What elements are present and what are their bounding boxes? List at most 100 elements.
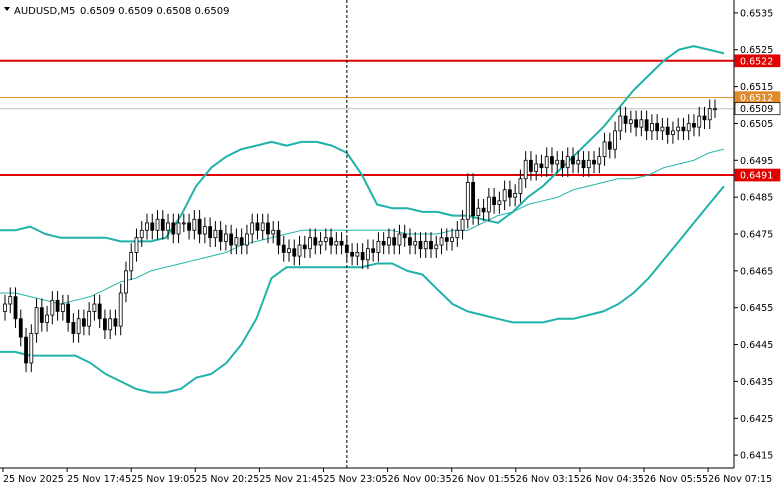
- candle-body-50: [266, 222, 270, 235]
- candle-body-118: [623, 115, 628, 124]
- candle-body-129: [681, 126, 686, 132]
- y-tick-label-8: 0.6455: [740, 303, 773, 314]
- candle-body-59: [313, 237, 318, 246]
- bollinger-upper-line: [0, 45, 725, 243]
- candle-body-134: [707, 108, 712, 121]
- candle-body-116: [613, 130, 617, 150]
- candle-body-96: [507, 189, 512, 198]
- candle-body-102: [539, 163, 544, 169]
- candle-body-90: [476, 207, 481, 216]
- y-tick-label-5: 0.6485: [740, 193, 773, 204]
- candle-body-117: [618, 115, 623, 132]
- candle-body-19: [103, 318, 107, 331]
- candle-body-77: [408, 237, 412, 246]
- candles: [3, 99, 717, 373]
- candle-body-114: [602, 141, 607, 158]
- candle-body-47: [250, 222, 255, 235]
- candle-body-78: [413, 240, 418, 246]
- candle-body-97: [513, 193, 518, 198]
- price-axis: 0.6535 0.6525 0.6515 0.6505 0.6495 0.6485 0.64…: [734, 8, 773, 462]
- chart-header: AUDUSD,M5 0.6509 0.6509 0.6508 0.6509: [4, 6, 230, 17]
- candle-body-128: [676, 126, 681, 132]
- candle-body-127: [671, 130, 675, 135]
- time-axis: 25 Nov 2025 25 Nov 17:45 25 Nov 19:05 25 No…: [2, 468, 772, 485]
- candle-body-60: [318, 240, 323, 246]
- candle-body-29: [155, 218, 160, 231]
- candle-body-44: [234, 237, 239, 246]
- candle-body-83: [439, 237, 444, 246]
- symbol-label: AUDUSD,M5: [14, 6, 75, 17]
- candle-body-85: [450, 237, 454, 242]
- x-tick-label-11: 26 Nov 07:15: [708, 474, 772, 485]
- price-tag-label-1: 0.6512: [740, 93, 773, 104]
- y-tick-label-9: 0.6445: [740, 340, 773, 351]
- candle-body-3: [18, 318, 23, 338]
- candle-body-5: [29, 333, 34, 364]
- candle-body-9: [50, 299, 55, 316]
- x-tick-label-10: 26 Nov 05:55: [644, 474, 708, 485]
- candle-body-54: [287, 248, 291, 253]
- candle-body-130: [686, 123, 691, 132]
- y-tick-label-0: 0.6535: [740, 8, 773, 19]
- candle-body-124: [655, 123, 660, 132]
- candle-body-16: [87, 310, 92, 327]
- candle-body-15: [81, 318, 86, 327]
- candle-body-84: [444, 237, 449, 242]
- price-tag-label-2: 0.6509: [740, 104, 773, 115]
- candle-body-86: [455, 229, 460, 239]
- candle-body-93: [492, 196, 497, 205]
- price-tag-bg-0: [734, 54, 781, 68]
- candle-body-46: [245, 233, 249, 246]
- candle-body-72: [381, 240, 386, 246]
- candle-body-27: [145, 222, 149, 231]
- candle-body-0: [3, 303, 7, 312]
- chevron-down-icon[interactable]: [4, 7, 10, 11]
- candle-body-101: [534, 163, 539, 172]
- x-tick-label-8: 26 Nov 03:15: [516, 474, 580, 485]
- candle-body-89: [471, 182, 475, 216]
- candle-body-2: [13, 296, 18, 320]
- candle-body-10: [55, 299, 60, 312]
- price-tag-bg-2: [734, 102, 781, 116]
- candle-body-48: [255, 222, 260, 231]
- candle-body-30: [160, 218, 165, 231]
- moving-average-line: [0, 148, 725, 305]
- candle-body-94: [497, 200, 502, 205]
- candle-body-81: [429, 240, 433, 250]
- candle-body-8: [45, 314, 49, 323]
- candle-body-125: [660, 126, 665, 132]
- bollinger-bands: [0, 45, 725, 394]
- candle-body-69: [365, 248, 370, 261]
- candle-body-67: [355, 252, 360, 257]
- candle-body-7: [39, 307, 44, 323]
- candle-body-14: [76, 318, 81, 334]
- candle-body-71: [376, 240, 381, 253]
- candle-body-115: [607, 141, 612, 150]
- candle-body-53: [281, 244, 286, 253]
- candle-body-105: [555, 159, 560, 165]
- candle-body-110: [581, 159, 586, 169]
- candle-body-107: [565, 156, 570, 169]
- candle-body-31: [166, 222, 170, 231]
- y-tick-label-11: 0.6425: [740, 414, 773, 425]
- candle-body-108: [571, 156, 575, 165]
- y-tick-label-4: 0.6495: [740, 156, 773, 167]
- candle-body-109: [576, 159, 581, 165]
- candle-body-6: [34, 307, 39, 334]
- candle-body-33: [176, 222, 181, 235]
- candle-body-41: [218, 229, 223, 242]
- candle-body-82: [434, 244, 439, 250]
- candle-body-23: [124, 270, 128, 294]
- x-tick-label-6: 26 Nov 00:35: [388, 474, 452, 485]
- candle-body-135: [713, 108, 717, 111]
- y-tick-label-6: 0.6475: [740, 230, 773, 241]
- candle-body-103: [544, 156, 549, 169]
- candle-body-120: [634, 119, 639, 128]
- candle-body-61: [323, 237, 328, 242]
- candle-body-62: [329, 237, 333, 246]
- candle-body-26: [139, 229, 144, 239]
- candle-body-24: [129, 252, 134, 272]
- candle-body-25: [134, 237, 139, 253]
